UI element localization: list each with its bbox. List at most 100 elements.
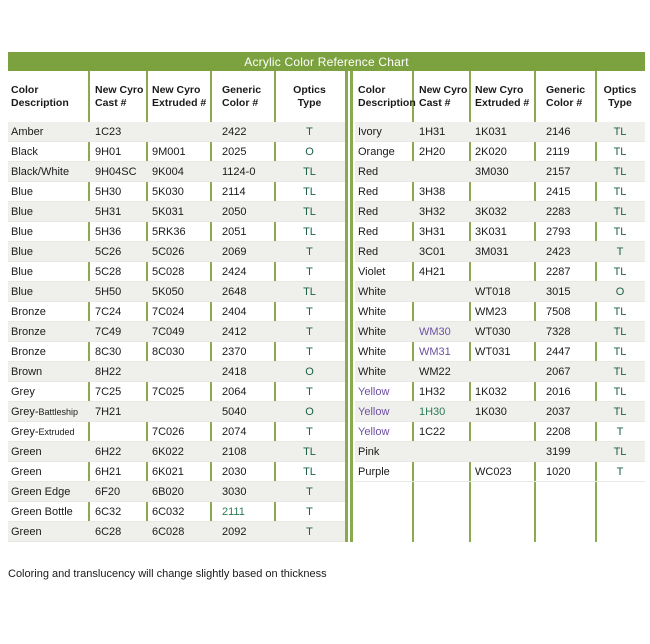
cell-generic-color-number: 2074 bbox=[222, 425, 247, 438]
cell-extruded-number: 5K030 bbox=[152, 185, 184, 198]
table-row: Yellow 1C22 2208 T bbox=[355, 422, 645, 442]
cell-color-description: Blue bbox=[11, 185, 34, 198]
table-row: Bronze 8C30 8C030 2370 T bbox=[8, 342, 345, 362]
cell-extruded-number: 7C024 bbox=[152, 305, 185, 318]
cell-generic-color-number: 2423 bbox=[546, 245, 571, 258]
cell-optics-type: TL bbox=[303, 285, 316, 298]
header-generic-color: Generic Color # bbox=[546, 83, 586, 109]
table-row: Yellow 1H32 1K032 2016 TL bbox=[355, 382, 645, 402]
cell-color-description: Blue bbox=[11, 245, 34, 258]
cell-generic-color-number: 2064 bbox=[222, 385, 247, 398]
cell-extruded-number: 7C049 bbox=[152, 325, 185, 338]
cell-color-description: Green bbox=[11, 445, 42, 458]
cell-optics-type: T bbox=[306, 425, 313, 438]
right-table-body: Ivory 1H31 1K031 2146 TL Orange 2H20 2K020 2119 T… bbox=[355, 122, 645, 482]
header-color-description: Color Description bbox=[11, 83, 69, 109]
cell-color-description: Violet bbox=[358, 265, 386, 278]
cell-optics-type: O bbox=[615, 285, 625, 298]
cell-extruded-number: 3M030 bbox=[475, 165, 509, 178]
cell-optics-type: TL bbox=[303, 465, 316, 478]
cell-optics-type: TL bbox=[613, 265, 627, 278]
cell-generic-color-number: 2025 bbox=[222, 145, 247, 158]
cell-color-description: Green bbox=[11, 525, 42, 538]
cell-generic-color-number: 2412 bbox=[222, 325, 247, 338]
cell-color-description: Grey-Battleship bbox=[11, 405, 79, 418]
cell-optics-type: O bbox=[305, 365, 314, 378]
cell-color-description: Ivory bbox=[358, 125, 382, 138]
cell-optics-type: TL bbox=[613, 325, 627, 338]
cell-generic-color-number: 7328 bbox=[546, 325, 571, 338]
cell-cast-number: 3H32 bbox=[419, 205, 446, 218]
cell-cast-number: 7C49 bbox=[95, 325, 122, 338]
header-generic-color: Generic Color # bbox=[222, 83, 262, 109]
cell-cast-number: WM30 bbox=[419, 325, 451, 338]
cell-extruded-number: 1K030 bbox=[475, 405, 507, 418]
table-row: Red 3M030 2157 TL bbox=[355, 162, 645, 182]
left-table-body: Amber 1C23 2422 T Black 9H01 9M001 2025 O Black/W… bbox=[8, 122, 345, 542]
cell-color-description: Bronze bbox=[11, 325, 46, 338]
cell-extruded-number: 1K031 bbox=[475, 125, 507, 138]
cell-extruded-number: 6B020 bbox=[152, 485, 184, 498]
cell-optics-type: TL bbox=[613, 305, 627, 318]
cell-color-description: Purple bbox=[358, 465, 390, 478]
cell-generic-color-number: 2114 bbox=[222, 185, 246, 198]
cell-extruded-number: 9K004 bbox=[152, 165, 184, 178]
column-divider bbox=[88, 71, 90, 542]
table-row: Bronze 7C49 7C049 2412 T bbox=[8, 322, 345, 342]
cell-cast-number: 6H22 bbox=[95, 445, 122, 458]
table-row: Green 6H22 6K022 2108 TL bbox=[8, 442, 345, 462]
cell-generic-color-number: 2157 bbox=[546, 165, 571, 178]
cell-color-description: Bronze bbox=[11, 345, 46, 358]
table-row: Pink 3199 TL bbox=[355, 442, 645, 462]
table-row: White WM22 2067 TL bbox=[355, 362, 645, 382]
cell-generic-color-number: 2424 bbox=[222, 265, 247, 278]
header-new-cyro-cast: New Cyro Cast # bbox=[419, 83, 468, 109]
cell-cast-number: 6F20 bbox=[95, 485, 121, 498]
cell-color-description: Black bbox=[11, 145, 38, 158]
cell-optics-type: TL bbox=[613, 185, 627, 198]
cell-generic-color-number: 2422 bbox=[222, 125, 247, 138]
table-row: Yellow 1H30 1K030 2037 TL bbox=[355, 402, 645, 422]
cell-extruded-number: 5K031 bbox=[152, 205, 184, 218]
cell-optics-type: TL bbox=[613, 385, 627, 398]
tables-area: Color Description New Cyro Cast # New Cy… bbox=[8, 71, 645, 542]
cell-optics-type: TL bbox=[613, 365, 627, 378]
cell-optics-type: TL bbox=[613, 125, 627, 138]
header-color-description: Color Description bbox=[358, 83, 416, 109]
table-row: Green 6H21 6K021 2030 TL bbox=[8, 462, 345, 482]
cell-color-description: Orange bbox=[358, 145, 395, 158]
table-row: Blue 5H36 5RK36 2051 TL bbox=[8, 222, 345, 242]
left-header-row: Color Description New Cyro Cast # New Cy… bbox=[8, 71, 345, 122]
cell-generic-color-number: 2287 bbox=[546, 265, 571, 278]
cell-color-description: Yellow bbox=[358, 425, 390, 438]
cell-optics-type: TL bbox=[613, 345, 627, 358]
cell-cast-number: 8H22 bbox=[95, 365, 122, 378]
cell-generic-color-number: 1020 bbox=[546, 465, 571, 478]
cell-cast-number: 6H21 bbox=[95, 465, 122, 478]
table-row: Blue 5H31 5K031 2050 TL bbox=[8, 202, 345, 222]
cell-extruded-number: WC023 bbox=[475, 465, 512, 478]
cell-generic-color-number: 2283 bbox=[546, 205, 571, 218]
cell-cast-number: 3H31 bbox=[419, 225, 446, 238]
cell-extruded-number: 5C026 bbox=[152, 245, 185, 258]
table-row: Brown 8H22 2418 O bbox=[8, 362, 345, 382]
center-divider-left bbox=[345, 71, 348, 542]
cell-generic-color-number: 2037 bbox=[546, 405, 571, 418]
cell-extruded-number: WT031 bbox=[475, 345, 511, 358]
cell-generic-color-number: 2030 bbox=[222, 465, 247, 478]
cell-color-description: Red bbox=[358, 225, 379, 238]
cell-cast-number: 1H31 bbox=[419, 125, 446, 138]
header-optics-type: Optics Type bbox=[603, 83, 637, 109]
cell-extruded-number: 3K032 bbox=[475, 205, 507, 218]
cell-optics-type: T bbox=[306, 245, 313, 258]
cell-extruded-number: WM23 bbox=[475, 305, 507, 318]
table-row: Grey-Battleship 7H21 5040 O bbox=[8, 402, 345, 422]
cell-color-description: Green bbox=[11, 465, 42, 478]
cell-color-description: Red bbox=[358, 185, 379, 198]
cell-color-description: Green Edge bbox=[11, 485, 71, 498]
cell-optics-type: TL bbox=[613, 405, 627, 418]
table-row: Red 3H31 3K031 2793 TL bbox=[355, 222, 645, 242]
column-divider bbox=[146, 71, 148, 542]
table-row: Blue 5H50 5K050 2648 TL bbox=[8, 282, 345, 302]
